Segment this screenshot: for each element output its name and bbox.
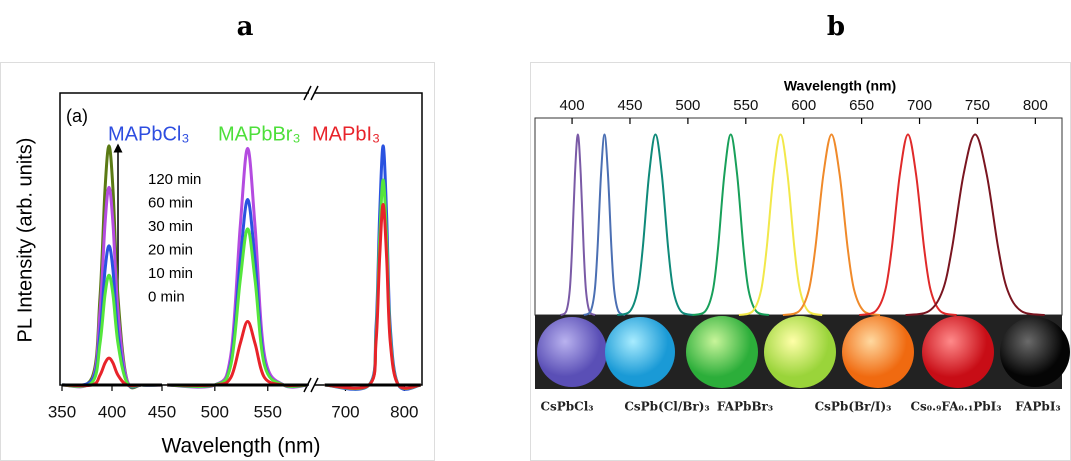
y-axis-title: PL Intensity (arb. units) xyxy=(14,138,36,343)
legend-label: 120 min xyxy=(148,171,201,188)
panel-label: b xyxy=(827,12,845,42)
legend-label: 20 min xyxy=(148,241,193,258)
x-tick-label: 500 xyxy=(675,97,700,114)
x-tick-label: 550 xyxy=(733,97,758,114)
annotation: MAPbI₃ xyxy=(312,123,380,145)
series-line xyxy=(559,133,596,316)
series-line xyxy=(324,144,422,391)
x-axis-title: Wavelength (nm) xyxy=(161,435,320,458)
series-line xyxy=(324,202,422,390)
series-line xyxy=(616,133,694,316)
series-line xyxy=(324,178,422,391)
panel-b xyxy=(530,62,1071,461)
x-tick-label: 450 xyxy=(148,402,176,421)
series-line xyxy=(738,133,823,316)
annotation: MAPbCl₃ xyxy=(108,123,190,145)
vial xyxy=(605,317,675,387)
vial xyxy=(1000,317,1070,387)
x-tick-label: 400 xyxy=(98,402,126,421)
x-axis-title: Wavelength (nm) xyxy=(784,78,896,94)
x-tick-label: 650 xyxy=(849,97,874,114)
vial xyxy=(842,316,914,388)
series-line xyxy=(61,273,163,388)
annotation: MAPbBr₃ xyxy=(218,123,301,145)
series-line xyxy=(167,320,309,388)
vial xyxy=(922,316,994,388)
x-tick-label: 700 xyxy=(907,97,932,114)
x-tick-label: 600 xyxy=(791,97,816,114)
break-mark xyxy=(303,85,319,393)
series-line xyxy=(61,356,162,388)
annotation: (a) xyxy=(66,106,88,126)
x-tick-label: 350 xyxy=(48,402,76,421)
legend-label: 10 min xyxy=(148,265,193,282)
x-tick-label: 400 xyxy=(560,97,585,114)
sample-label: FAPbI₃ xyxy=(1015,400,1060,414)
vial xyxy=(764,316,836,388)
series-line xyxy=(167,227,309,388)
x-tick-label: 700 xyxy=(331,402,359,421)
series-line xyxy=(859,133,957,316)
legend-label: 30 min xyxy=(148,218,193,235)
sample-label: CsPbCl₃ xyxy=(540,400,593,414)
sample-label: Cs₀.₉FA₀.₁PbI₃ xyxy=(910,400,1001,414)
x-tick-label: 750 xyxy=(965,97,990,114)
series-line xyxy=(905,133,1045,316)
axis-break xyxy=(309,88,315,98)
series-line xyxy=(782,133,881,316)
series-line xyxy=(583,133,626,316)
legend-label: 60 min xyxy=(148,194,193,211)
axis-break xyxy=(309,380,315,390)
x-tick-label: 800 xyxy=(390,402,418,421)
vial xyxy=(537,317,607,387)
vial xyxy=(686,316,758,388)
series-line xyxy=(692,133,770,316)
sample-label: CsPb(Br/I)₃ xyxy=(815,400,892,414)
x-tick-label: 450 xyxy=(617,97,642,114)
x-tick-label: 800 xyxy=(1023,97,1048,114)
sample-label: CsPb(Cl/Br)₃ xyxy=(624,400,709,414)
sample-label: FAPbBr₃ xyxy=(717,400,773,414)
panel-label: a xyxy=(237,12,254,42)
legend-label: 0 min xyxy=(148,288,185,305)
x-tick-label: 550 xyxy=(254,402,282,421)
x-tick-label: 500 xyxy=(201,402,229,421)
series-line xyxy=(61,244,163,389)
